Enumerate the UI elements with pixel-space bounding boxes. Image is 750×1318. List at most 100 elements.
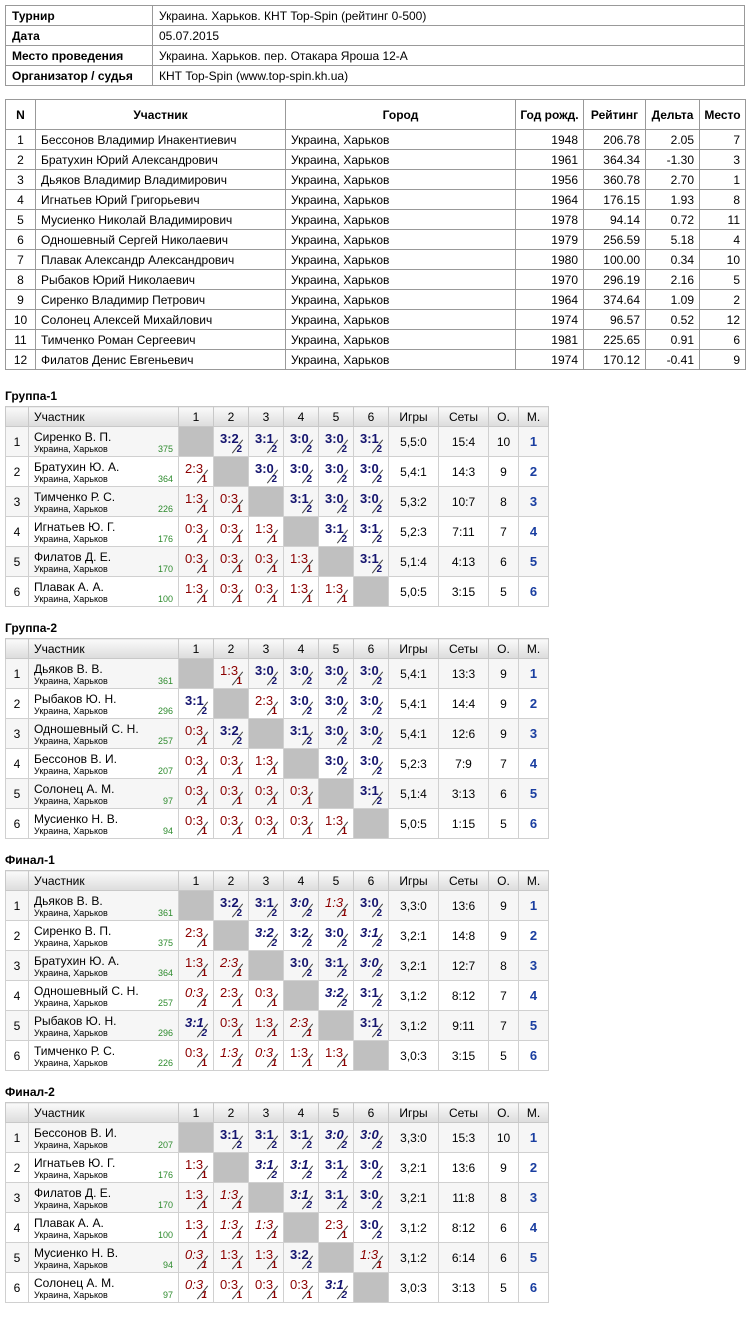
- match-cell: 1:3 1: [213, 1040, 249, 1071]
- points: 9: [488, 658, 519, 689]
- match-score: 0:3: [220, 491, 239, 506]
- place: 4: [518, 1212, 549, 1243]
- match-points: 2: [376, 706, 382, 717]
- cell: 5: [699, 269, 746, 290]
- match-cell: 0:3 1: [248, 576, 284, 607]
- match-points: 1: [236, 1028, 242, 1039]
- match-score: 3:1: [360, 985, 379, 1000]
- player-city: Украина, Харьков: [34, 1058, 108, 1068]
- cell: Украина, Харьков: [285, 249, 516, 270]
- group-row: 4 Одношевный С. Н. Украина, Харьков 257 0:3 1…: [5, 980, 549, 1011]
- match-cell: 3:1 2: [353, 1010, 389, 1041]
- match-points: 2: [201, 1028, 207, 1039]
- match-points: 1: [271, 1260, 277, 1271]
- row-number: 2: [5, 688, 29, 719]
- match-score: 3:1: [255, 1127, 274, 1142]
- player-name: Братухин Ю. А.: [34, 954, 120, 968]
- cell: 4: [699, 229, 746, 250]
- match-score: 1:3: [290, 581, 309, 596]
- cell: 256.59: [583, 229, 646, 250]
- header-cell: Место: [699, 99, 746, 130]
- match-points: 1: [201, 474, 207, 485]
- player-cell: Бессонов В. И. Украина, Харьков 207: [28, 1122, 179, 1153]
- match-score: 3:1: [290, 723, 309, 738]
- match-points: 1: [236, 504, 242, 515]
- match-score: 0:3: [290, 1277, 309, 1292]
- player-rating: 361: [157, 908, 173, 918]
- match-cell: 3:0 2: [318, 658, 354, 689]
- match-score: 3:0: [325, 491, 344, 506]
- player-row: 6 Одношевный Сергей Николаевич Украина, Ха…: [5, 229, 746, 250]
- match-points: 1: [306, 594, 312, 605]
- header-cell: [5, 406, 29, 427]
- place: 2: [518, 1152, 549, 1183]
- row-number: 1: [5, 658, 29, 689]
- match-score: 3:0: [360, 895, 379, 910]
- points: 8: [488, 486, 519, 517]
- match-points: 1: [201, 1290, 207, 1301]
- match-cell: 1:3 1: [213, 658, 249, 689]
- match-cell: 0:3 1: [178, 1040, 214, 1071]
- match-cell: 3:0 2: [353, 658, 389, 689]
- cell: Братухин Юрий Александрович: [35, 149, 286, 170]
- group-body: 1 Сиренко В. П. Украина, Харьков 375 3:2 2 3:1…: [5, 426, 549, 607]
- cell: 10: [5, 309, 36, 330]
- match-points: 2: [341, 938, 347, 949]
- match-cell: 1:3 1: [283, 576, 319, 607]
- match-cell: 2:3 1: [178, 920, 214, 951]
- match-points: 2: [271, 1140, 277, 1151]
- group-row: 3 Одношевный С. Н. Украина, Харьков 257 0:3 1…: [5, 718, 549, 749]
- cell: Игнатьев Юрий Григорьевич: [35, 189, 286, 210]
- place: 2: [518, 688, 549, 719]
- player-cell: Одношевный С. Н. Украина, Харьков 257: [28, 718, 179, 749]
- header-cell: Игры: [388, 1102, 439, 1123]
- match-score: 3:0: [360, 693, 379, 708]
- match-score: 3:1: [325, 1277, 344, 1292]
- match-score: 3:1: [360, 1015, 379, 1030]
- match-points: 1: [236, 676, 242, 687]
- match-cell: 0:3 1: [213, 516, 249, 547]
- cell: 2: [699, 289, 746, 310]
- group-title: Группа-1: [5, 389, 58, 403]
- match-score: 3:0: [290, 461, 309, 476]
- match-points: 1: [201, 1200, 207, 1211]
- match-points: 2: [376, 1140, 382, 1151]
- header-cell: О.: [488, 406, 519, 427]
- header-cell: Дельта: [645, 99, 700, 130]
- match-cell: 3:1 2: [248, 890, 284, 921]
- row-number: 5: [5, 546, 29, 577]
- header-cell: Сеты: [438, 1102, 489, 1123]
- match-cell: 0:3 1: [213, 748, 249, 779]
- cell: Украина, Харьков: [285, 149, 516, 170]
- match-points: 2: [271, 676, 277, 687]
- player-city: Украина, Харьков: [34, 938, 108, 948]
- diagonal-cell: [213, 688, 249, 719]
- match-score: 1:3: [290, 1045, 309, 1060]
- match-cell: 3:0 2: [283, 950, 319, 981]
- header-cell: 3: [248, 870, 284, 891]
- head: Участник 1 2 3 4 5 6 Игры Сеты О. М.: [5, 1102, 549, 1123]
- cell: 0.52: [645, 309, 700, 330]
- place: 2: [518, 456, 549, 487]
- player-city: Украина, Харьков: [34, 474, 108, 484]
- match-cell: 3:0 2: [318, 920, 354, 951]
- player-rating: 226: [157, 1058, 173, 1068]
- diagonal-cell: [318, 1242, 354, 1273]
- match-points: 1: [271, 766, 277, 777]
- games: 3,1:2: [388, 980, 439, 1011]
- games: 5,2:3: [388, 748, 439, 779]
- player-name: Одношевный С. Н.: [34, 984, 139, 998]
- diagonal-cell: [213, 920, 249, 951]
- match-cell: 3:0 2: [318, 748, 354, 779]
- match-points: 1: [201, 1058, 207, 1069]
- match-cell: 1:3 1: [213, 1242, 249, 1273]
- match-score: 0:3: [185, 813, 204, 828]
- match-points: 1: [201, 766, 207, 777]
- match-points: 1: [236, 594, 242, 605]
- match-points: 2: [271, 908, 277, 919]
- row-number: 5: [5, 1010, 29, 1041]
- group-row: 5 Филатов Д. Е. Украина, Харьков 170 0:3 1 0:3…: [5, 546, 549, 577]
- match-cell: 3:1 2: [318, 1182, 354, 1213]
- diagonal-cell: [318, 1010, 354, 1041]
- header-cell: Участник: [28, 1102, 179, 1123]
